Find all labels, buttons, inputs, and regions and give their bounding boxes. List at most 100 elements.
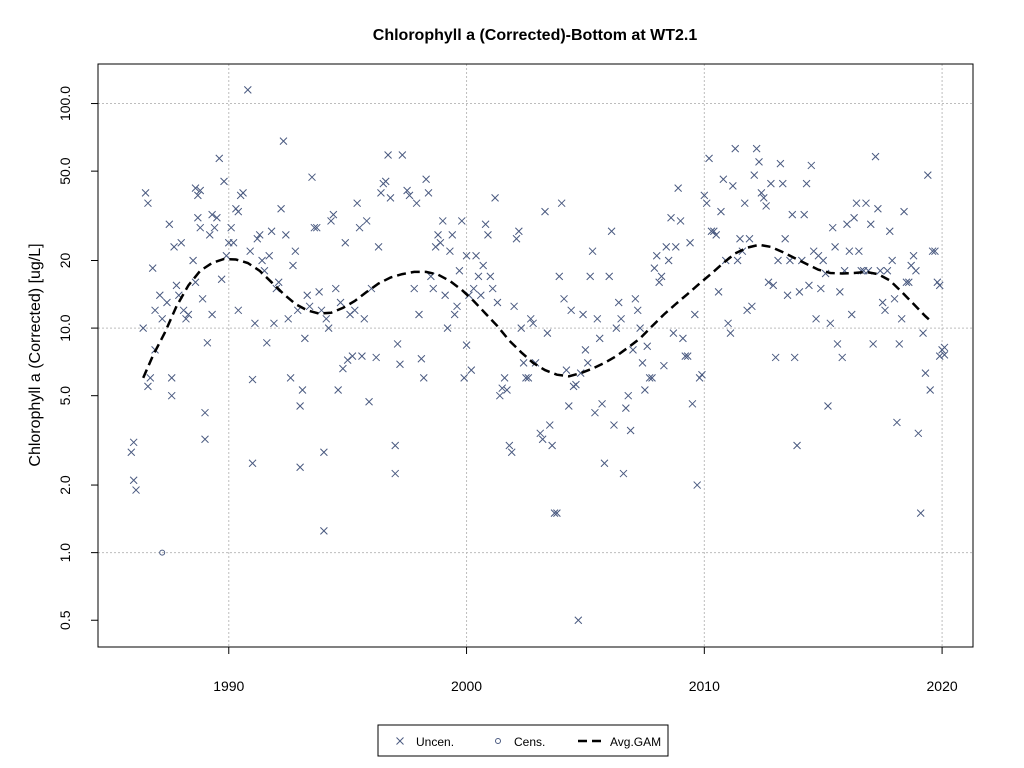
data-point — [740, 199, 749, 208]
data-point — [398, 151, 407, 159]
data-point — [165, 220, 174, 229]
data-point — [885, 227, 894, 236]
data-point — [203, 338, 212, 347]
data-point — [526, 314, 535, 323]
data-point — [633, 306, 642, 315]
data-point — [253, 234, 262, 243]
data-point — [605, 272, 614, 281]
data-point — [360, 314, 369, 323]
data-point — [695, 374, 704, 382]
data-point — [847, 310, 856, 319]
data-point — [645, 374, 654, 382]
data-point — [819, 256, 828, 265]
data-point — [919, 329, 927, 337]
data-point — [365, 397, 373, 406]
data-point — [707, 227, 716, 236]
data-point — [457, 217, 466, 225]
data-point — [443, 324, 452, 332]
data-point — [831, 243, 839, 251]
data-point — [900, 207, 908, 216]
data-point — [607, 227, 616, 236]
data-point — [198, 294, 207, 303]
data-point — [793, 441, 801, 450]
data-point — [855, 247, 863, 256]
data-point — [405, 191, 414, 200]
data-point — [731, 144, 740, 153]
data-point — [446, 247, 454, 256]
data-point — [472, 251, 480, 260]
data-point — [762, 202, 770, 210]
data-point — [595, 334, 604, 343]
data-point — [650, 264, 659, 272]
data-point — [393, 340, 402, 348]
data-point — [636, 324, 644, 332]
data-point — [522, 374, 530, 382]
data-point — [562, 366, 571, 374]
plot-frame — [97, 63, 974, 648]
data-point — [681, 352, 690, 360]
data-point — [374, 243, 383, 251]
data-point — [441, 291, 450, 300]
data-point — [350, 306, 359, 315]
data-point — [453, 302, 461, 311]
data-point — [700, 191, 709, 200]
data-point — [303, 291, 312, 300]
data-point — [553, 509, 561, 517]
data-point — [248, 459, 257, 468]
gam-line — [142, 243, 932, 379]
data-point — [790, 353, 799, 362]
data-point — [745, 234, 754, 243]
data-point — [424, 189, 433, 197]
data-point — [286, 374, 295, 382]
data-point — [783, 291, 792, 300]
data-point — [474, 272, 483, 281]
data-point — [141, 189, 150, 197]
data-point — [591, 408, 599, 417]
data-point — [757, 189, 766, 197]
data-point — [748, 302, 756, 311]
data-point — [512, 234, 521, 243]
data-point — [795, 288, 804, 296]
data-point — [593, 314, 602, 323]
data-point — [194, 191, 202, 200]
y-tick-label: 2.0 — [57, 475, 73, 495]
data-point — [284, 314, 293, 323]
data-point — [536, 429, 545, 438]
data-point — [769, 281, 778, 290]
data-point — [481, 220, 490, 229]
data-point — [322, 314, 331, 323]
data-point — [816, 284, 825, 293]
data-point — [560, 294, 568, 303]
data-point — [258, 256, 266, 265]
data-point — [331, 284, 340, 293]
data-point — [581, 345, 590, 354]
data-point — [679, 334, 687, 343]
data-point — [239, 189, 247, 197]
data-point — [310, 223, 319, 232]
data-point — [572, 380, 580, 389]
data-point — [833, 340, 842, 348]
data-point — [255, 231, 264, 239]
data-point — [548, 441, 556, 450]
data-point — [657, 272, 666, 281]
data-point — [234, 306, 243, 315]
data-point — [146, 374, 155, 382]
data-point — [493, 298, 502, 307]
data-point — [807, 161, 816, 170]
data-point — [564, 402, 573, 410]
data-point — [824, 402, 832, 410]
data-point — [515, 227, 523, 236]
data-point — [438, 217, 447, 225]
data-point — [488, 284, 497, 293]
data-point — [372, 353, 381, 362]
data-point — [576, 369, 585, 378]
data-point — [928, 247, 937, 256]
data-point — [921, 369, 930, 378]
data-point — [717, 207, 725, 216]
data-point — [881, 306, 889, 315]
data-point — [391, 441, 400, 450]
data-point — [912, 266, 920, 275]
data-point — [728, 181, 737, 190]
data-point — [298, 386, 307, 394]
data-point — [838, 353, 847, 362]
